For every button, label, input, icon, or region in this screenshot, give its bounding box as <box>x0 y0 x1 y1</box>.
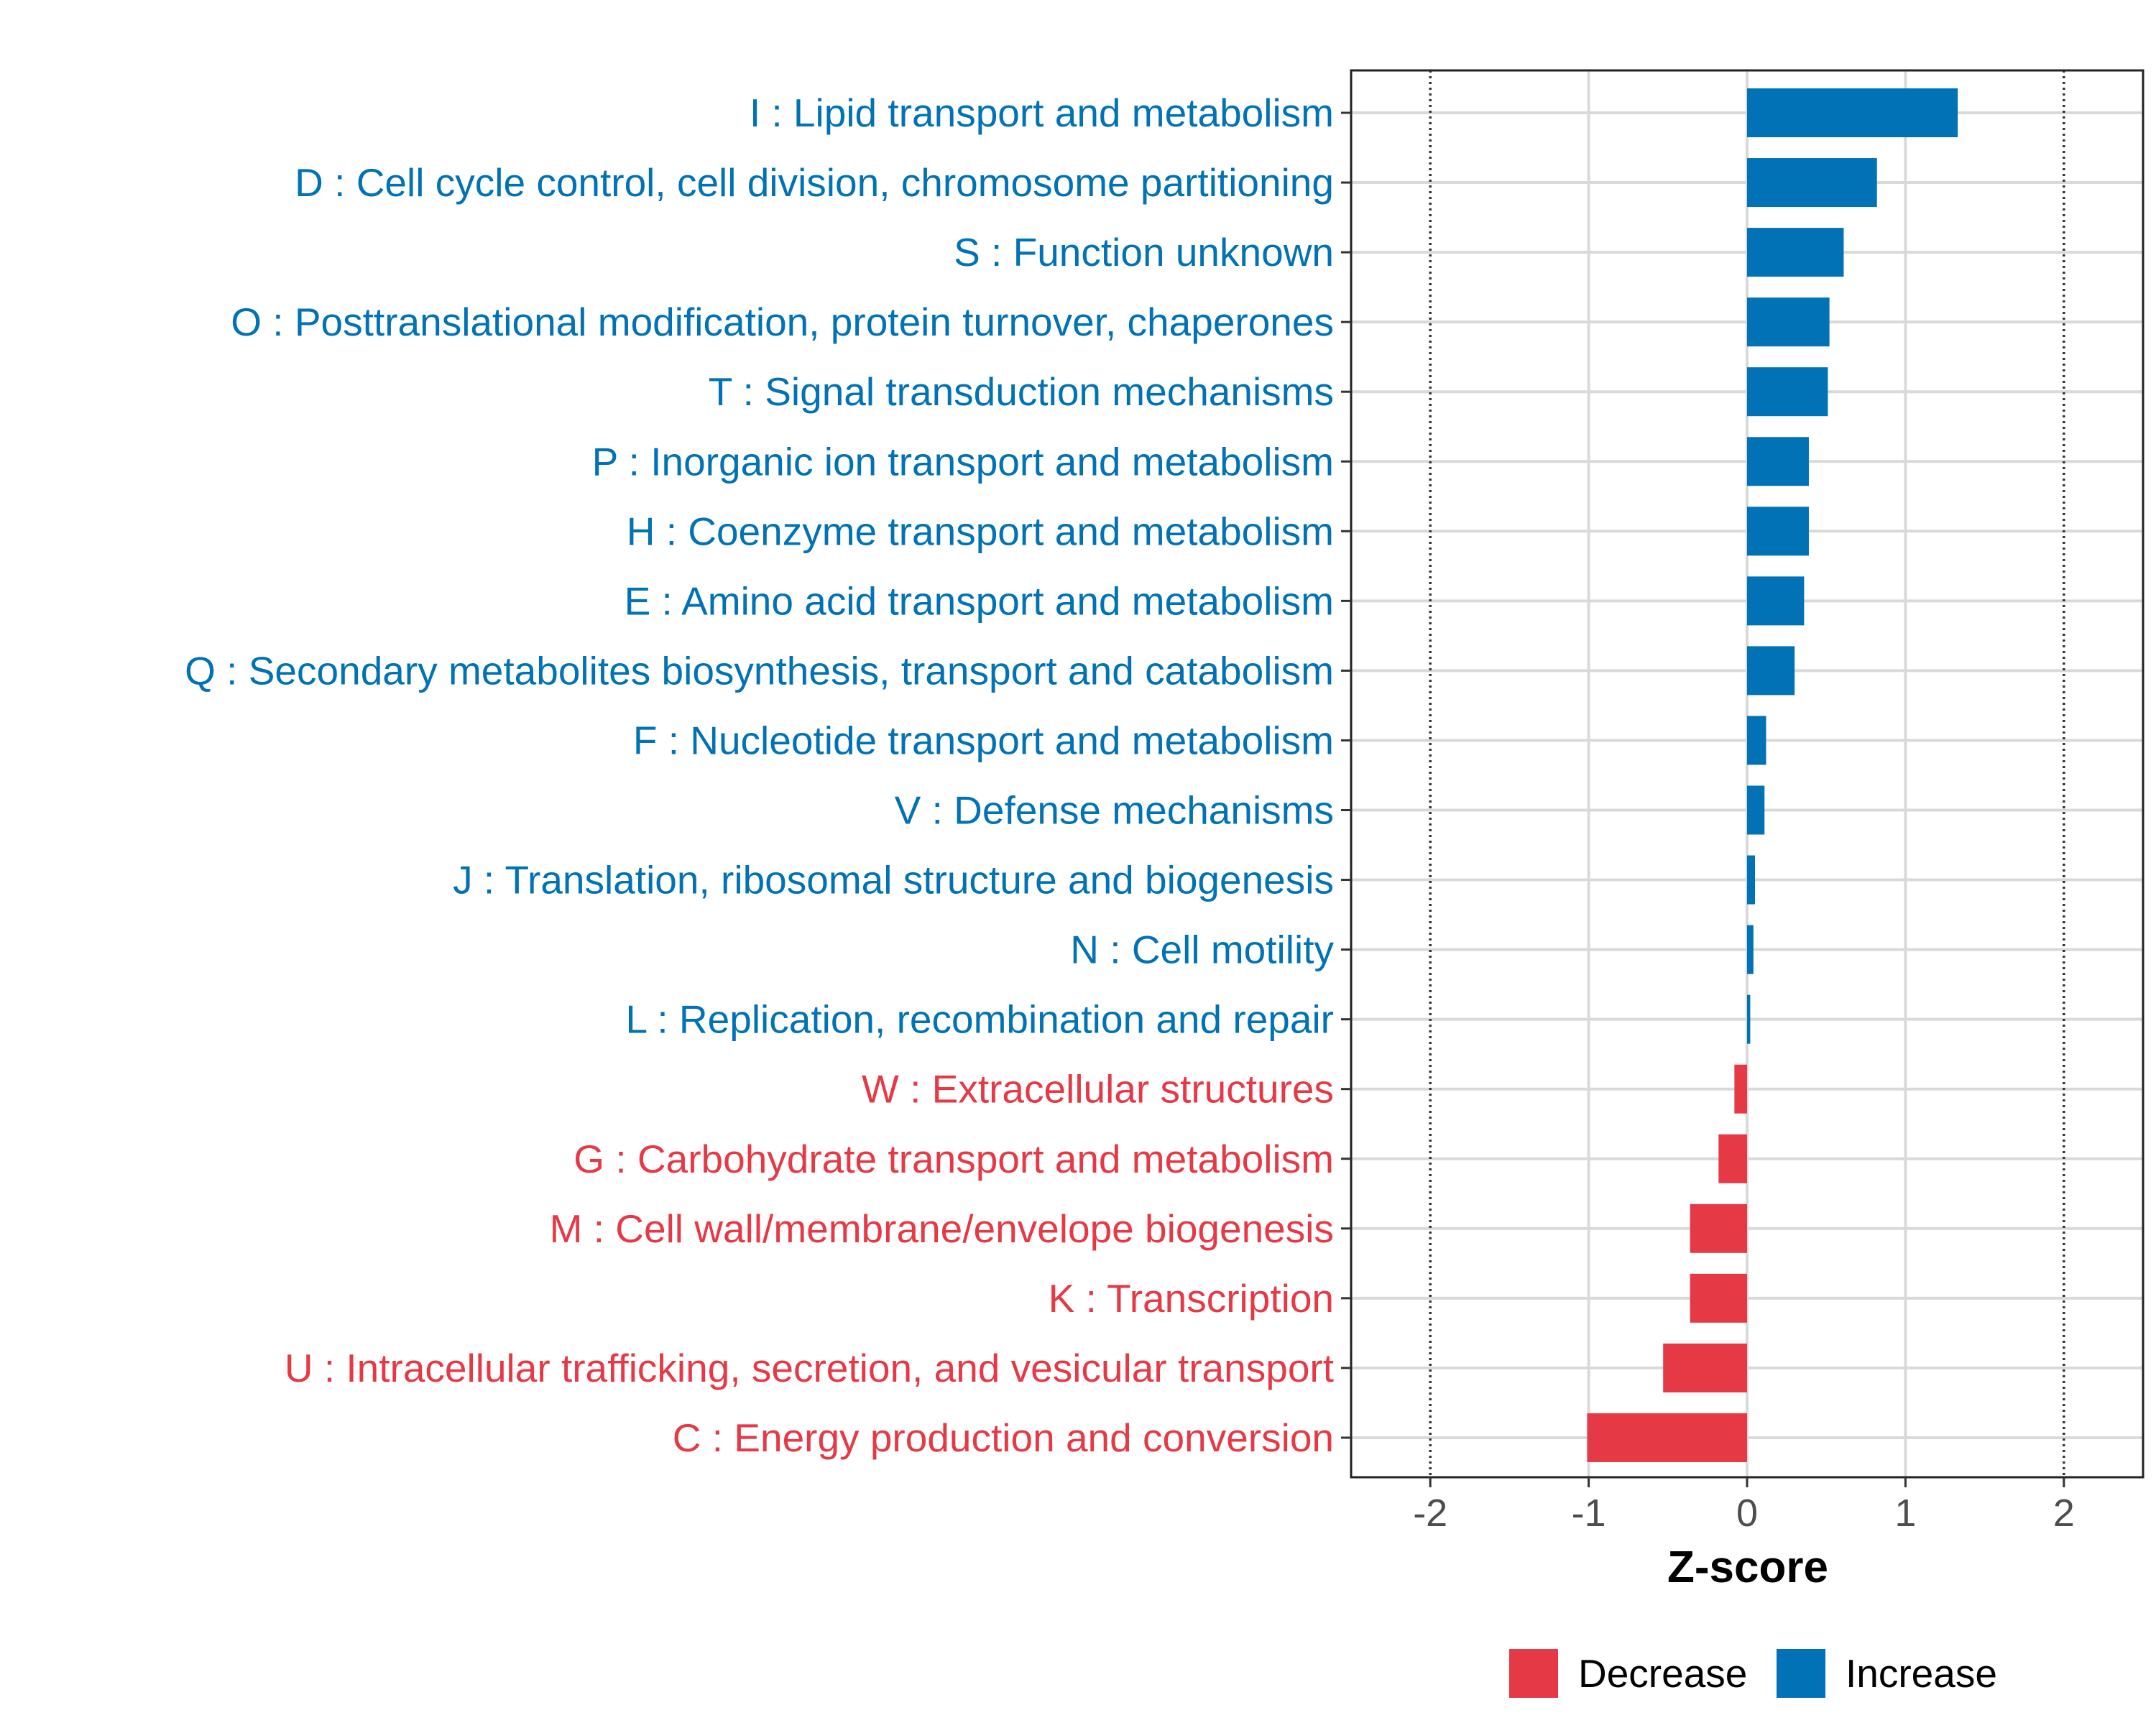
category-label: C : Energy production and conversion <box>673 1415 1334 1460</box>
category-label: I : Lipid transport and metabolism <box>750 91 1334 135</box>
bar <box>1718 1134 1747 1183</box>
x-tick-label: -2 <box>1413 1492 1447 1535</box>
x-axis-ticks: -2 -1 0 1 2 <box>1413 1477 2075 1535</box>
category-label: E : Amino acid transport and metabolism <box>625 578 1334 623</box>
category-label: S : Function unknown <box>954 230 1334 274</box>
bar <box>1747 88 1958 137</box>
x-axis-title: Z-score <box>1667 1543 1828 1592</box>
category-label: T : Signal transduction mechanisms <box>709 369 1334 414</box>
bar <box>1747 297 1830 347</box>
bar <box>1747 785 1765 835</box>
bar <box>1747 925 1754 974</box>
category-label: N : Cell motility <box>1070 928 1334 972</box>
category-label: D : Cell cycle control, cell division, c… <box>295 160 1334 205</box>
bar <box>1747 576 1805 626</box>
bar <box>1734 1064 1747 1114</box>
legend-label: Increase <box>1846 1651 1997 1696</box>
category-label: G : Carbohydrate transport and metabolis… <box>573 1137 1334 1181</box>
category-label: F : Nucleotide transport and metabolism <box>633 718 1334 762</box>
x-tick-label: 0 <box>1736 1492 1758 1535</box>
legend-swatch <box>1509 1649 1558 1698</box>
category-label: V : Defense mechanisms <box>895 788 1334 833</box>
bar <box>1747 437 1809 486</box>
legend-swatch <box>1777 1649 1825 1698</box>
category-labels: I : Lipid transport and metabolism D : Ce… <box>185 91 1334 1460</box>
bar <box>1690 1273 1747 1323</box>
category-label: O : Posttranslational modification, prot… <box>231 300 1334 344</box>
y-axis-ticks <box>1341 111 1351 1439</box>
reference-lines <box>1429 70 2065 1477</box>
category-label: J : Translation, ribosomal structure and… <box>453 858 1334 902</box>
bars <box>1587 88 1958 1462</box>
x-tick-label: -1 <box>1572 1492 1606 1535</box>
bar <box>1747 507 1809 556</box>
bar <box>1747 367 1828 417</box>
category-label: Q : Secondary metabolites biosynthesis, … <box>185 648 1334 693</box>
bar <box>1747 855 1756 905</box>
bar <box>1747 158 1877 208</box>
x-tick-label: 1 <box>1894 1492 1916 1535</box>
category-label: K : Transcription <box>1049 1276 1334 1321</box>
category-label: H : Coenzyme transport and metabolism <box>627 509 1334 553</box>
bar <box>1747 228 1844 277</box>
category-label: W : Extracellular structures <box>862 1067 1334 1112</box>
bar <box>1587 1413 1747 1462</box>
bar <box>1690 1203 1747 1253</box>
category-label: M : Cell wall/membrane/envelope biogenes… <box>550 1206 1334 1251</box>
x-tick-label: 2 <box>2053 1492 2075 1535</box>
category-label: L : Replication, recombination and repai… <box>626 997 1334 1042</box>
bar <box>1747 994 1751 1044</box>
category-label: U : Intracellular trafficking, secretion… <box>285 1346 1334 1390</box>
bar <box>1747 646 1795 696</box>
legend: Decrease Increase <box>1509 1649 1997 1698</box>
legend-label: Decrease <box>1578 1651 1747 1696</box>
bar <box>1747 716 1766 765</box>
category-label: P : Inorganic ion transport and metaboli… <box>592 439 1334 484</box>
bar <box>1663 1343 1747 1392</box>
